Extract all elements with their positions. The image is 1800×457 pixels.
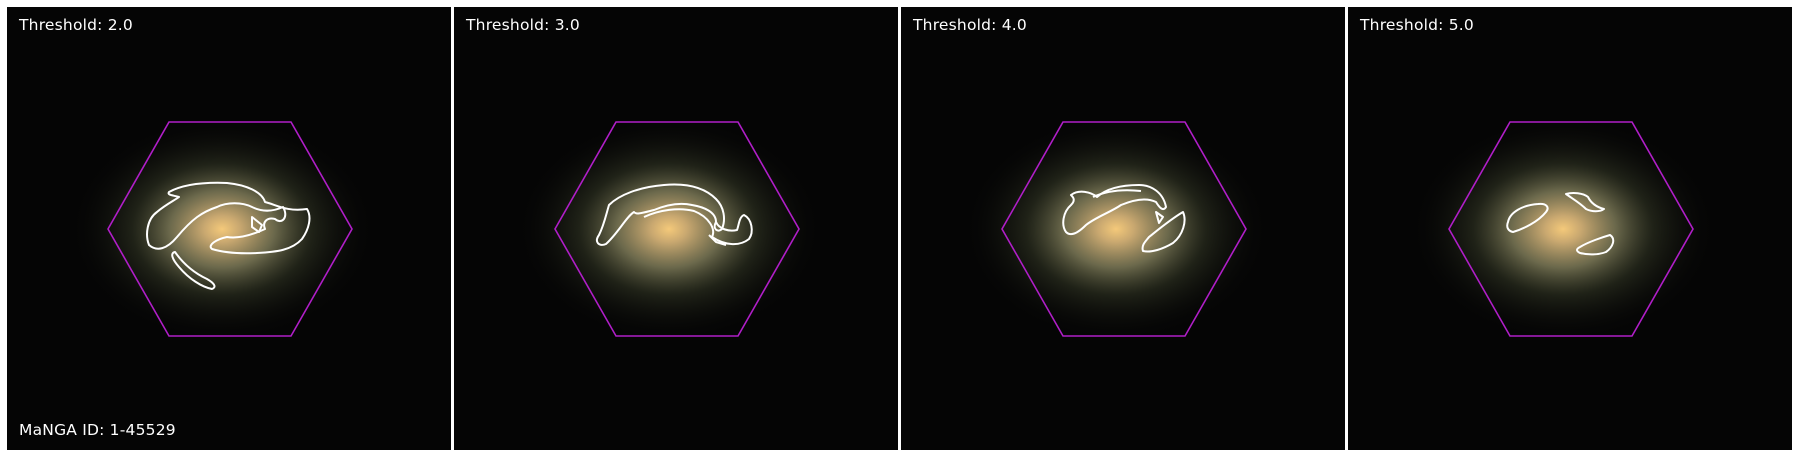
- contour-lines: [596, 183, 753, 246]
- ifu-hexagon: [554, 121, 800, 337]
- galaxy: [72, 119, 372, 339]
- panel-threshold-5: Threshold: 5.0: [1348, 7, 1792, 450]
- ifu-hexagon: [107, 121, 353, 337]
- panel-threshold-4: Threshold: 4.0: [901, 7, 1345, 450]
- threshold-title: Threshold: 4.0: [913, 16, 1027, 34]
- galaxy: [1413, 119, 1713, 339]
- contour-lines: [1062, 184, 1186, 253]
- galaxy: [519, 119, 819, 339]
- manga-id-label: MaNGA ID: 1-45529: [19, 421, 176, 439]
- panel-threshold-2: Threshold: 2.0 MaNGA ID: 1-45529: [7, 7, 451, 450]
- galaxy-image: [7, 7, 451, 450]
- galaxy-image: [1348, 7, 1792, 450]
- panel-threshold-3: Threshold: 3.0: [454, 7, 898, 450]
- threshold-title: Threshold: 2.0: [19, 16, 133, 34]
- threshold-title: Threshold: 3.0: [466, 16, 580, 34]
- ifu-hexagon: [1001, 121, 1247, 337]
- galaxy-image: [454, 7, 898, 450]
- threshold-title: Threshold: 5.0: [1360, 16, 1474, 34]
- contour-lines: [1506, 192, 1615, 256]
- galaxy-image: [901, 7, 1345, 450]
- ifu-hexagon: [1448, 121, 1694, 337]
- contour-lines: [146, 181, 311, 290]
- galaxy: [966, 119, 1266, 339]
